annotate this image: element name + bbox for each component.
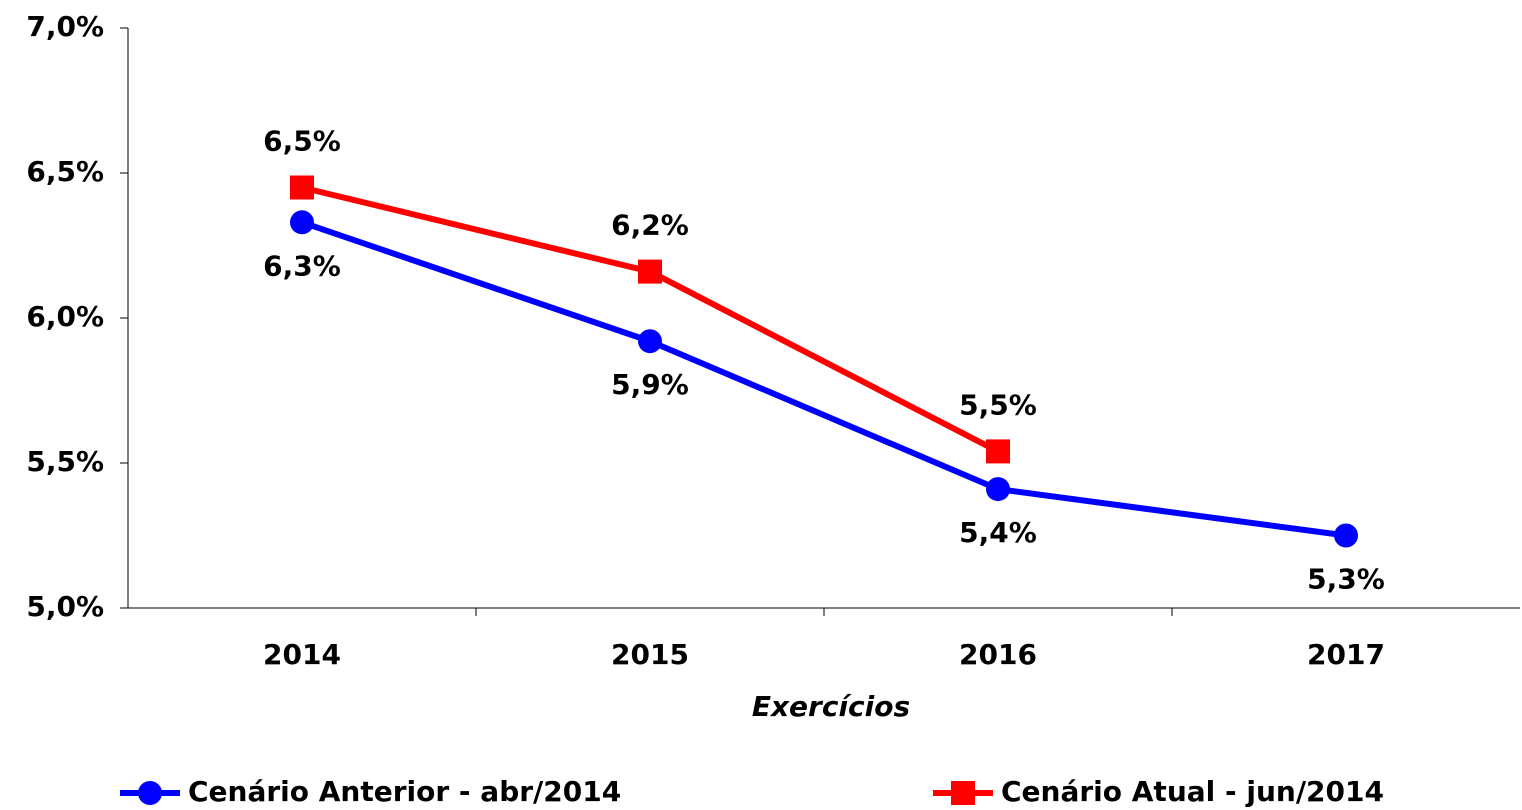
- series-line: [301, 219, 1347, 539]
- y-tick-label: 7,0%: [26, 10, 104, 43]
- marker: [638, 259, 662, 284]
- y-tick-label: 5,5%: [26, 445, 104, 478]
- x-tick-label: 2016: [959, 638, 1037, 671]
- marker: [638, 329, 662, 354]
- marker: [1334, 523, 1358, 548]
- data-label: 6,5%: [263, 125, 341, 158]
- data-label: 5,9%: [611, 368, 689, 401]
- x-tick-label: 2014: [263, 638, 341, 671]
- x-tick-label: 2017: [1307, 638, 1385, 671]
- marker: [290, 175, 314, 200]
- marker: [138, 781, 162, 805]
- data-label: 5,3%: [1307, 563, 1385, 596]
- data-label: 6,2%: [611, 209, 689, 242]
- y-tick-label: 6,5%: [26, 155, 104, 188]
- y-tick-label: 6,0%: [26, 300, 104, 333]
- marker: [986, 477, 1010, 502]
- marker: [951, 781, 975, 805]
- data-label: 5,4%: [959, 516, 1037, 549]
- marker: [986, 439, 1010, 464]
- marker: [290, 210, 314, 235]
- legend-label: Cenário Atual - jun/2014: [1001, 775, 1384, 808]
- data-label: 6,3%: [263, 249, 341, 282]
- legend-label: Cenário Anterior - abr/2014: [188, 775, 621, 808]
- x-axis-label: Exercícios: [752, 690, 910, 723]
- x-tick-label: 2015: [611, 638, 689, 671]
- y-tick-label: 5,0%: [26, 590, 104, 623]
- data-label: 5,5%: [959, 388, 1037, 421]
